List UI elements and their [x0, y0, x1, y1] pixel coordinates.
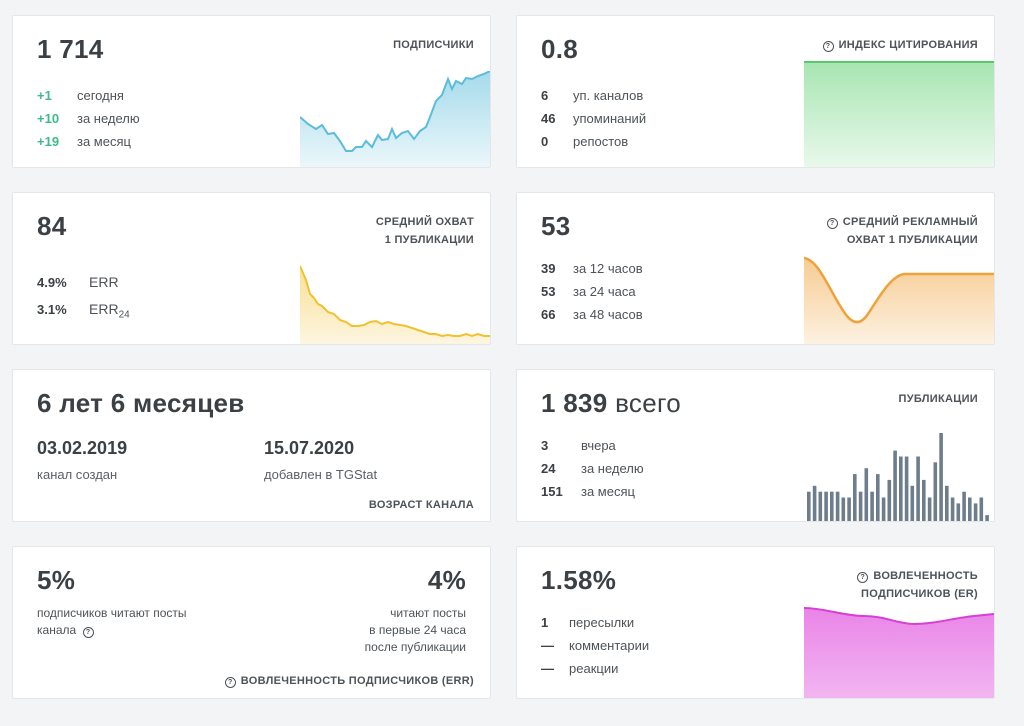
publication-bar — [812, 485, 817, 521]
err-right-value: 4% — [427, 565, 466, 595]
publication-bar — [881, 497, 886, 521]
publication-bar — [962, 491, 966, 521]
err-left-text: подписчиков читают посты канала ? — [37, 606, 187, 638]
stat-row: 39 за 12 часов — [541, 261, 643, 276]
publication-bar — [950, 497, 955, 521]
stat-row: 46 упоминаний — [541, 111, 647, 126]
subscribers-title: ПОДПИСЧИКИ — [393, 39, 474, 51]
added-label: добавлен в TGStat — [264, 467, 378, 482]
citation-card[interactable]: 0.8 ? ИНДЕКС ЦИТИРОВАНИЯ 6 уп. каналов 46 у… — [516, 15, 995, 168]
publication-bar — [818, 491, 823, 521]
er-stats: 1 пересылки — комментарии — реакции — [541, 611, 649, 680]
added-date: 15.07.2020 — [264, 438, 355, 458]
subscribers-card[interactable]: 1 714 ПОДПИСЧИКИ +1 сегодня +10 за неделю … — [12, 15, 491, 168]
stat-row: 6 уп. каналов — [541, 88, 644, 103]
channel-age-card[interactable]: 6 лет 6 месяцев 03.02.2019 канал создан … — [12, 369, 491, 522]
publication-bar — [899, 456, 903, 521]
citation-sparkline — [804, 61, 994, 167]
publications-bar-chart — [807, 433, 989, 521]
er-sparkline — [804, 607, 994, 698]
citation-title[interactable]: ? ИНДЕКС ЦИТИРОВАНИЯ — [822, 36, 978, 54]
reach-sparkline — [300, 265, 490, 344]
ad-reach-card[interactable]: 53 ? СРЕДНИЙ РЕКЛАМНЫЙ ОХВАТ 1 ПУБЛИКАЦИИ … — [516, 192, 995, 345]
publication-bar — [979, 497, 984, 521]
reach-title: СРЕДНИЙ ОХВАТ 1 ПУБЛИКАЦИИ — [375, 216, 474, 246]
er-card[interactable]: 1.58% ? ВОВЛЕЧЕННОСТЬ ПОДПИСЧИКОВ (ER) 1 пе… — [516, 546, 995, 699]
publication-bar — [830, 491, 834, 521]
publications-title: ПУБЛИКАЦИИ — [898, 393, 978, 405]
publication-bar — [910, 485, 915, 521]
question-circle-icon[interactable]: ? — [822, 41, 834, 52]
ad-reach-sparkline — [804, 256, 994, 344]
created-label: канал создан — [37, 467, 118, 482]
stat-row: — комментарии — [541, 638, 650, 653]
reach-card[interactable]: 84 СРЕДНИЙ ОХВАТ 1 ПУБЛИКАЦИИ 4.9% ERR 3.1… — [12, 192, 491, 345]
publication-bar — [973, 503, 978, 521]
publication-bar — [933, 462, 938, 521]
stat-row: 24 за неделю — [541, 461, 644, 476]
publication-bar — [864, 468, 869, 521]
ad-reach-stats: 39 за 12 часов 53 за 24 часа 66 за 48 часов — [541, 257, 643, 326]
er-value: 1.58% — [541, 565, 617, 595]
stat-row: +1 сегодня — [37, 88, 124, 103]
publication-bar — [939, 433, 943, 521]
publications-card[interactable]: 1 839 всего ПУБЛИКАЦИИ 3 вчера 24 за недел… — [516, 369, 995, 522]
publication-bar — [956, 503, 961, 521]
channel-age-value: 6 лет 6 месяцев — [37, 388, 245, 418]
stat-row: 0 репостов — [541, 134, 629, 149]
err-card[interactable]: 5% подписчиков читают посты канала ? 4% … — [12, 546, 491, 699]
publication-bar — [916, 456, 920, 521]
subscribers-stats: +1 сегодня +10 за неделю +19 за месяц — [37, 84, 140, 153]
subscribers-count: 1 714 — [37, 34, 104, 64]
channel-age-title: ВОЗРАСТ КАНАЛА — [368, 499, 474, 511]
stat-row: +10 за неделю — [37, 111, 140, 126]
question-circle-icon[interactable]: ? — [857, 572, 869, 583]
stat-row: 3.1% ERR24 — [37, 301, 130, 321]
publication-bar — [824, 491, 828, 521]
citation-value: 0.8 — [541, 34, 579, 64]
created-date: 03.02.2019 — [37, 438, 128, 458]
publication-bar — [968, 497, 972, 521]
publication-bar — [893, 450, 897, 521]
publication-bar — [887, 479, 892, 521]
publications-value: 1 839 всего — [541, 388, 681, 418]
publication-bar — [927, 497, 932, 521]
publication-bar — [841, 497, 846, 521]
publication-bar — [904, 456, 909, 521]
stat-row: 3 вчера — [541, 438, 616, 453]
question-circle-icon[interactable]: ? — [826, 218, 838, 229]
stat-row: 53 за 24 часа — [541, 284, 636, 299]
citation-stats: 6 уп. каналов 46 упоминаний 0 репостов — [541, 84, 646, 153]
stat-row: 1 пересылки — [541, 615, 635, 630]
stat-row: 151 за месяц — [541, 484, 635, 499]
publication-bar — [945, 485, 949, 521]
publication-bar — [847, 497, 851, 521]
publication-bar — [985, 515, 989, 521]
publication-bar — [807, 491, 811, 521]
err-footer-title[interactable]: ? ВОВЛЕЧЕННОСТЬ ПОДПИСЧИКОВ (ERR) — [224, 675, 474, 688]
err-left-value: 5% — [37, 565, 76, 595]
publication-bar — [870, 491, 874, 521]
err-right-text: читают посты в первые 24 часа после публ… — [364, 606, 466, 654]
question-circle-icon[interactable]: ? — [82, 627, 94, 638]
publication-bar — [876, 474, 880, 521]
stat-row: 4.9% ERR — [37, 274, 119, 290]
ad-reach-title[interactable]: ? СРЕДНИЙ РЕКЛАМНЫЙ ОХВАТ 1 ПУБЛИКАЦИИ — [826, 213, 978, 249]
publication-bar — [853, 474, 857, 521]
subscribers-sparkline — [300, 71, 490, 167]
publication-bar — [858, 491, 863, 521]
publication-bar — [835, 491, 840, 521]
er-title[interactable]: ? ВОВЛЕЧЕННОСТЬ ПОДПИСЧИКОВ (ER) — [857, 567, 978, 603]
publications-stats: 3 вчера 24 за неделю 151 за месяц — [541, 434, 644, 503]
stat-row: — реакции — [541, 661, 619, 676]
question-circle-icon[interactable]: ? — [224, 677, 236, 688]
stat-row: +19 за месяц — [37, 134, 131, 149]
ad-reach-value: 53 — [541, 211, 571, 241]
stat-row: 66 за 48 часов — [541, 307, 643, 322]
reach-value: 84 — [37, 211, 67, 241]
publication-bar — [922, 479, 926, 521]
reach-stats: 4.9% ERR 3.1% ERR24 — [37, 269, 130, 329]
